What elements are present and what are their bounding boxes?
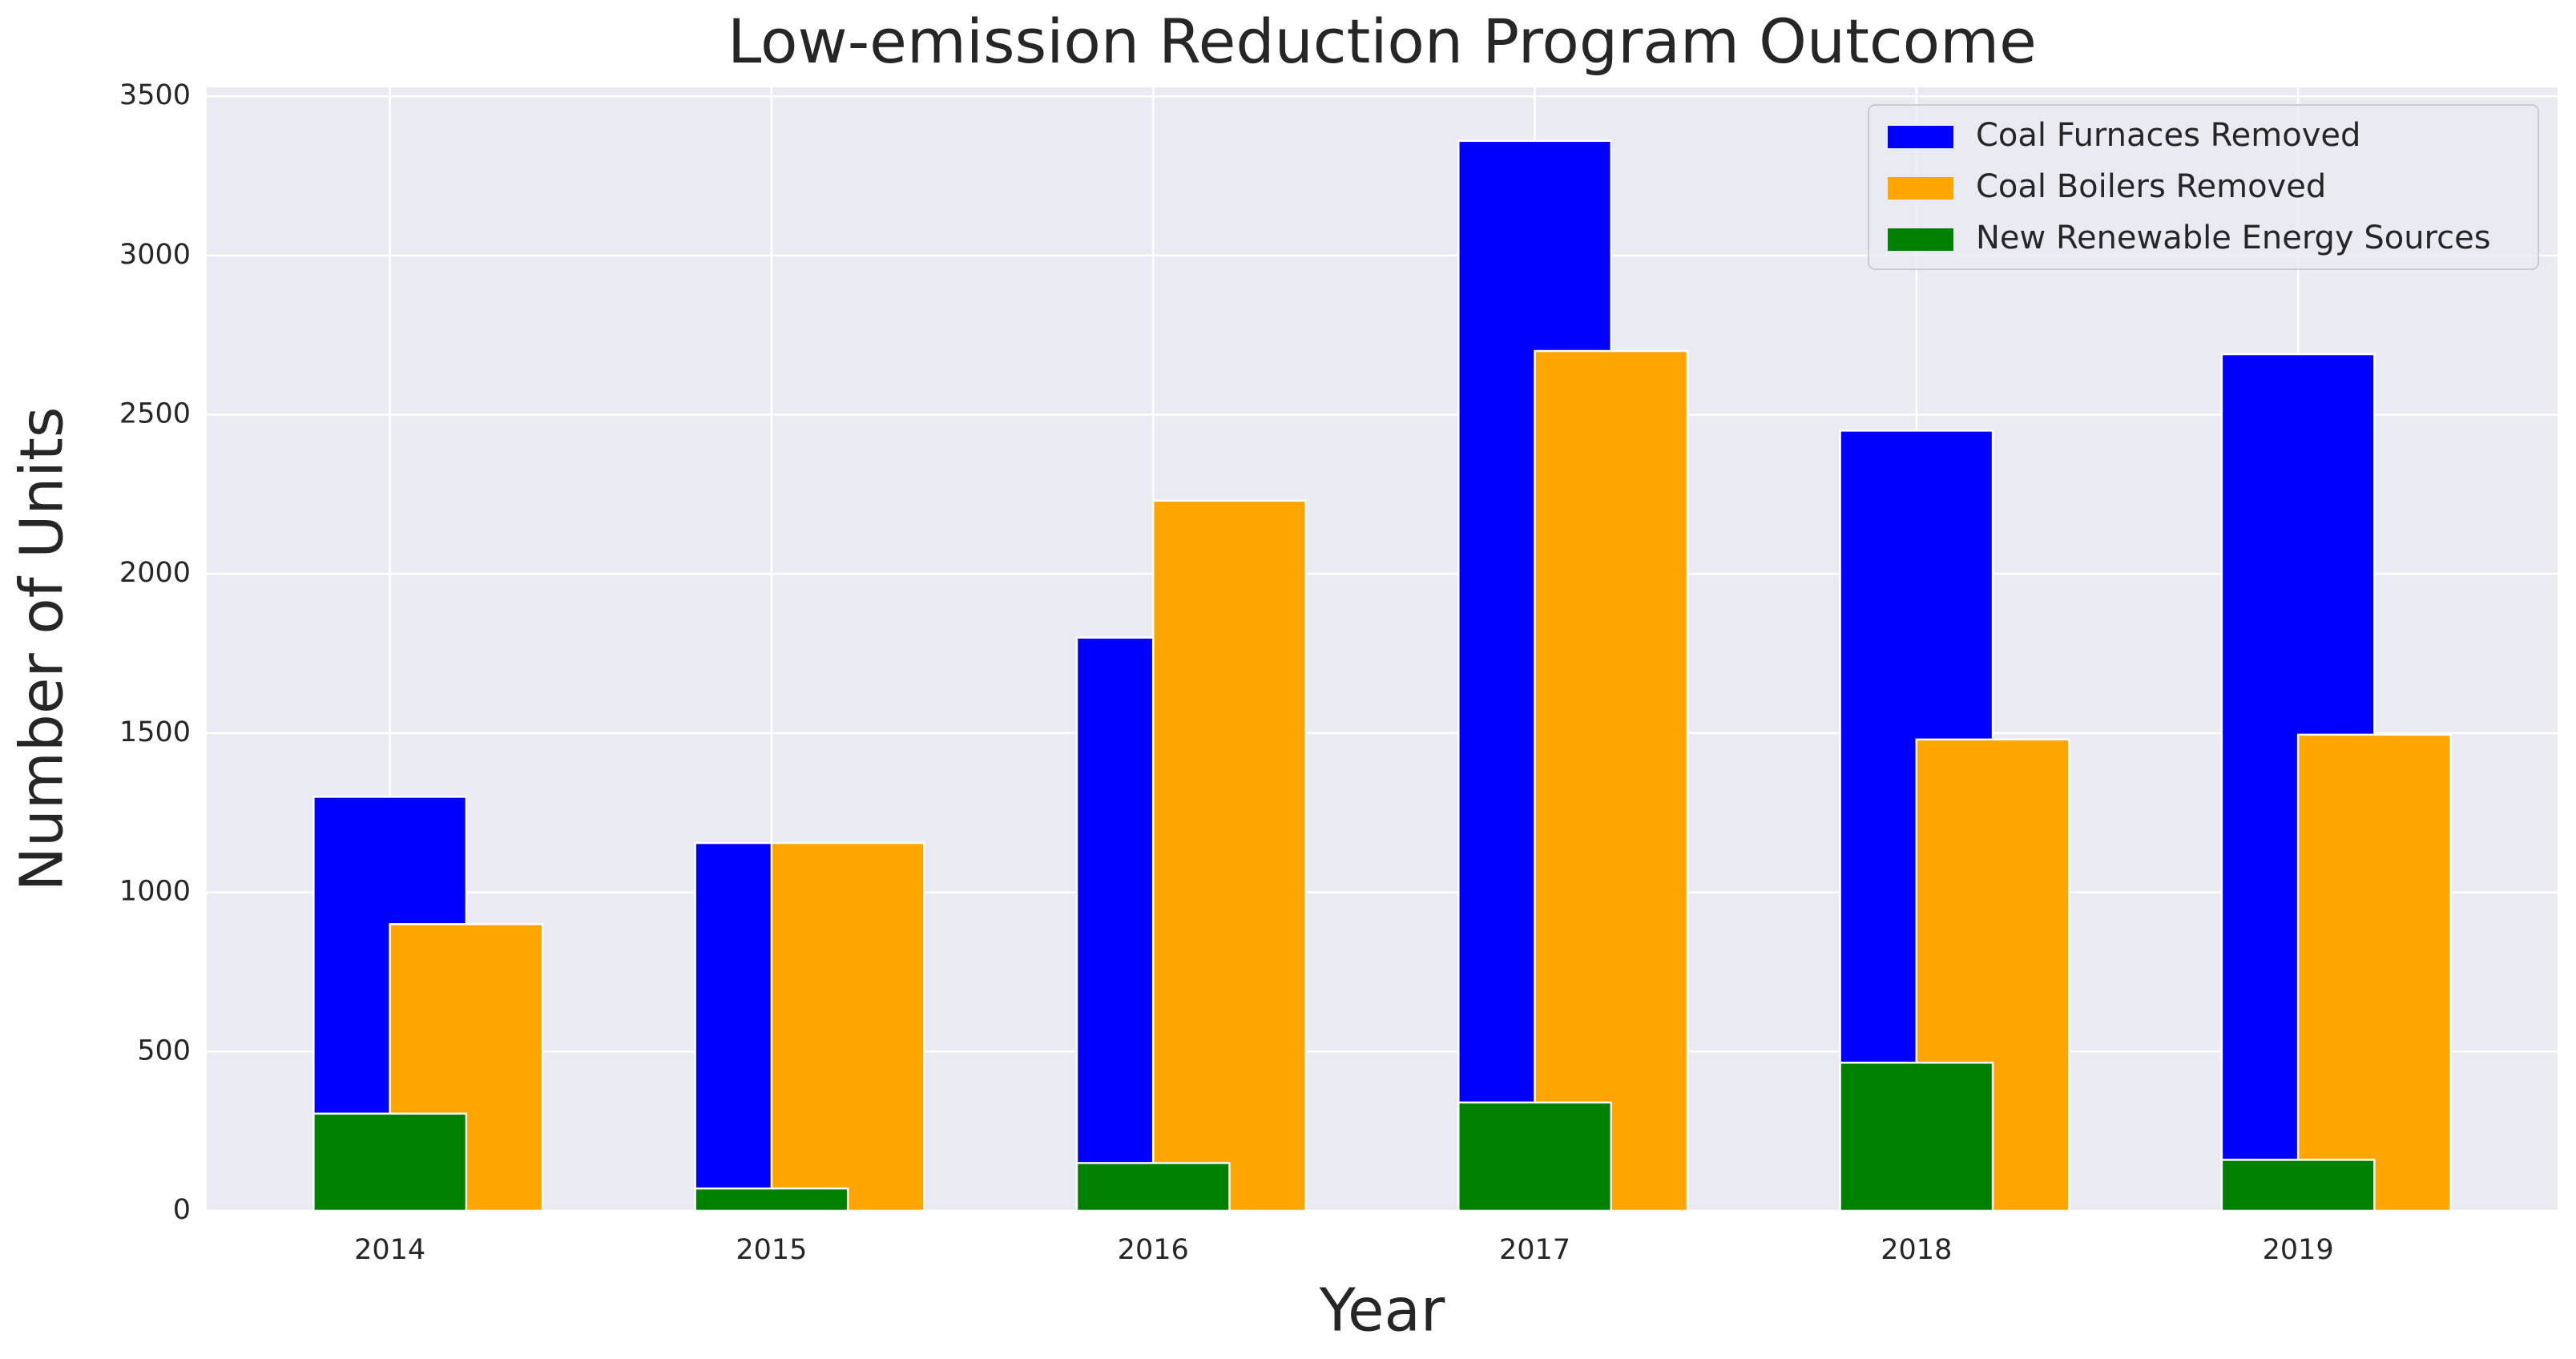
y-tick-label: 500 [137, 1034, 191, 1067]
x-tick-label: 2018 [1881, 1234, 1952, 1266]
bar [770, 841, 925, 1212]
legend-swatch [1888, 177, 1953, 200]
y-axis-label: Number of Units [8, 407, 77, 892]
legend-swatch [1888, 126, 1953, 148]
legend-label: Coal Boilers Removed [1976, 168, 2326, 205]
x-tick-label: 2016 [1118, 1234, 1189, 1266]
bar [2220, 1159, 2376, 1212]
legend-box [1868, 104, 2539, 270]
y-tick-label: 3500 [119, 79, 191, 111]
y-tick-label: 1000 [119, 876, 191, 908]
x-tick-label: 2017 [1499, 1234, 1570, 1266]
y-tick-label: 1500 [119, 716, 191, 748]
legend-swatch [1888, 228, 1953, 251]
y-tick-label: 0 [173, 1194, 191, 1226]
bar [1839, 1061, 1994, 1212]
chart-title: Low-emission Reduction Program Outcome [728, 6, 2037, 77]
bar [694, 1187, 849, 1212]
bar [312, 1112, 468, 1212]
x-tick-label: 2019 [2263, 1234, 2334, 1266]
bar [1151, 499, 1307, 1212]
bar [1457, 1101, 1613, 1212]
y-tick-label: 2000 [119, 557, 191, 589]
x-tick-label: 2014 [354, 1234, 425, 1266]
x-axis-label: Year [1319, 1276, 1445, 1345]
legend-label: New Renewable Energy Sources [1976, 220, 2491, 256]
bar [1075, 1162, 1231, 1212]
legend-label: Coal Furnaces Removed [1976, 117, 2360, 154]
y-tick-label: 3000 [119, 239, 191, 271]
bar [2296, 733, 2452, 1212]
x-tick-label: 2015 [736, 1234, 807, 1266]
bar [1534, 349, 1689, 1212]
y-tick-label: 2500 [119, 398, 191, 430]
plot-background [207, 87, 2558, 1211]
